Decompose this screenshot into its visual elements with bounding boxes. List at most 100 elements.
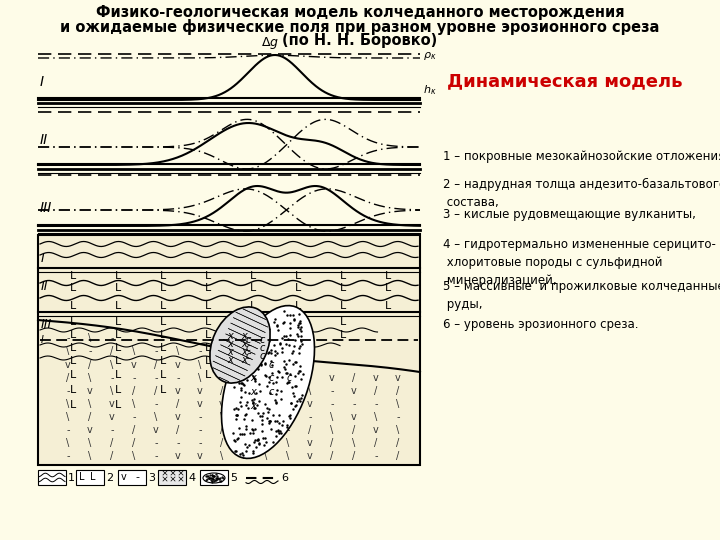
Text: v: v bbox=[241, 397, 247, 407]
Text: L: L bbox=[160, 385, 166, 395]
Text: v: v bbox=[153, 451, 159, 461]
Text: L: L bbox=[115, 301, 121, 311]
Text: /: / bbox=[66, 360, 70, 370]
Text: /: / bbox=[176, 412, 179, 422]
Text: v: v bbox=[197, 451, 203, 461]
Text: -: - bbox=[89, 399, 91, 409]
Text: L: L bbox=[160, 317, 166, 327]
Text: v: v bbox=[175, 373, 181, 383]
Text: -: - bbox=[264, 373, 268, 383]
Bar bbox=[158, 470, 186, 485]
Text: \: \ bbox=[397, 373, 400, 383]
Text: L: L bbox=[340, 271, 346, 281]
Text: \: \ bbox=[243, 399, 246, 409]
Text: c: c bbox=[259, 343, 265, 353]
Text: v: v bbox=[329, 438, 335, 448]
Text: \: \ bbox=[110, 412, 114, 422]
Text: /: / bbox=[220, 412, 224, 422]
Text: \: \ bbox=[66, 373, 70, 383]
Text: v: v bbox=[329, 451, 335, 461]
Text: v: v bbox=[285, 383, 291, 393]
Text: v: v bbox=[395, 438, 401, 448]
Text: v: v bbox=[87, 346, 93, 356]
Text: L: L bbox=[115, 330, 121, 340]
Text: \: \ bbox=[264, 412, 268, 422]
Text: L: L bbox=[160, 343, 166, 353]
Text: v: v bbox=[351, 383, 357, 393]
Text: I: I bbox=[41, 335, 44, 345]
Text: v: v bbox=[241, 425, 247, 435]
Text: v: v bbox=[263, 397, 269, 407]
Text: L: L bbox=[385, 301, 391, 311]
Text: v: v bbox=[373, 451, 379, 461]
Text: v: v bbox=[109, 397, 115, 407]
Text: /: / bbox=[220, 373, 224, 383]
Text: $h_\kappa$: $h_\kappa$ bbox=[423, 83, 436, 97]
Text: -: - bbox=[374, 438, 378, 448]
Text: x: x bbox=[227, 331, 233, 341]
Text: /: / bbox=[287, 386, 289, 396]
Text: v: v bbox=[263, 356, 269, 366]
Text: L: L bbox=[115, 271, 121, 281]
Text: c: c bbox=[269, 373, 274, 383]
Text: x: x bbox=[227, 355, 233, 365]
Text: v: v bbox=[307, 383, 313, 393]
Text: L: L bbox=[295, 343, 301, 353]
Text: v: v bbox=[175, 425, 181, 435]
Text: c: c bbox=[287, 373, 292, 383]
Text: -: - bbox=[176, 386, 180, 396]
Text: L: L bbox=[205, 343, 211, 353]
Text: \: \ bbox=[352, 451, 356, 461]
Text: x: x bbox=[227, 347, 233, 357]
Text: v: v bbox=[87, 343, 93, 353]
Text: v: v bbox=[175, 411, 181, 421]
Text: c: c bbox=[259, 351, 265, 361]
Text: v: v bbox=[329, 438, 335, 448]
Text: v: v bbox=[241, 438, 247, 448]
Text: 4 – гидротермально измененные серицито-
 хлоритовые породы с сульфидной
 минерал: 4 – гидротермально измененные серицито- … bbox=[443, 238, 716, 287]
Text: 2: 2 bbox=[106, 473, 113, 483]
Text: v: v bbox=[197, 411, 203, 421]
Text: v: v bbox=[131, 356, 137, 366]
Text: v: v bbox=[131, 383, 137, 393]
Text: -: - bbox=[154, 438, 158, 448]
Text: v: v bbox=[285, 397, 291, 407]
Text: v: v bbox=[263, 383, 269, 393]
Text: v: v bbox=[65, 425, 71, 435]
Text: v: v bbox=[87, 438, 93, 448]
Text: v: v bbox=[65, 397, 71, 407]
Text: v: v bbox=[395, 438, 401, 448]
Text: /: / bbox=[397, 412, 400, 422]
Text: \: \ bbox=[110, 346, 114, 356]
Text: /: / bbox=[397, 451, 400, 461]
Text: v: v bbox=[109, 411, 115, 421]
Text: v: v bbox=[241, 451, 247, 461]
Text: v: v bbox=[395, 397, 401, 407]
Text: Динамическая модель: Динамическая модель bbox=[447, 72, 683, 90]
Text: -: - bbox=[154, 373, 158, 383]
Text: v: v bbox=[175, 356, 181, 366]
Text: L: L bbox=[70, 370, 76, 380]
Text: x: x bbox=[250, 360, 256, 370]
Text: /: / bbox=[154, 346, 158, 356]
Text: L: L bbox=[295, 330, 301, 340]
Text: v: v bbox=[65, 438, 71, 448]
Text: \: \ bbox=[66, 346, 70, 356]
Text: L: L bbox=[250, 301, 256, 311]
Text: v: v bbox=[175, 383, 181, 393]
Text: \: \ bbox=[287, 399, 289, 409]
Text: v: v bbox=[241, 386, 247, 396]
Text: c: c bbox=[246, 343, 251, 353]
Text: /: / bbox=[199, 438, 202, 448]
Text: v: v bbox=[109, 451, 115, 461]
Text: II: II bbox=[41, 280, 48, 294]
Text: -: - bbox=[89, 333, 91, 343]
Text: -: - bbox=[242, 373, 246, 383]
Text: v: v bbox=[131, 438, 137, 448]
Text: v: v bbox=[307, 451, 313, 461]
Text: v: v bbox=[153, 383, 159, 393]
Text: v: v bbox=[153, 425, 159, 435]
Text: L: L bbox=[115, 317, 121, 327]
Text: v: v bbox=[131, 425, 137, 435]
Text: -: - bbox=[352, 438, 356, 448]
